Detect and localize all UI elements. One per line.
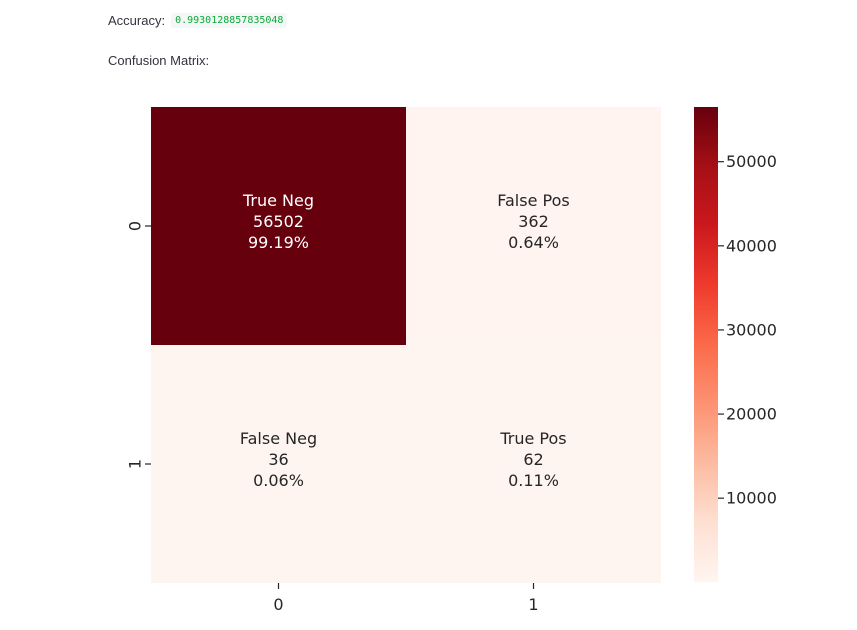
cell-label-r0-c1-line0: False Pos <box>497 191 569 210</box>
cell-label-r1-c1-line1: 62 <box>523 450 543 469</box>
colorbar-gradient <box>694 107 718 582</box>
colorbar: 10000 20000 30000 40000 50000 <box>694 107 777 582</box>
cell-label-r0-c0-line0: True Neg <box>242 191 314 210</box>
cell-label-r0-c0-line1: 56502 <box>253 212 304 231</box>
y-tick-label-0: 0 <box>126 221 145 231</box>
cell-label-r1-c1-line0: True Pos <box>499 429 566 448</box>
cell-label-r1-c1-line2: 0.11% <box>508 471 559 490</box>
colorbar-tick-label-3: 40000 <box>726 236 777 255</box>
cell-label-r0-c1-line1: 362 <box>518 212 549 231</box>
cell-label-r0-c1-line2: 0.64% <box>508 233 559 252</box>
y-tick-label-1: 1 <box>126 459 145 469</box>
cell-label-r1-c0-line0: False Neg <box>240 429 317 448</box>
x-tick-label-0: 0 <box>273 595 283 614</box>
colorbar-tick-label-0: 10000 <box>726 489 777 508</box>
cell-label-r1-c0-line2: 0.06% <box>253 471 304 490</box>
cell-label-r1-c0-line1: 36 <box>268 450 288 469</box>
heatmap-cells <box>151 107 661 583</box>
x-tick-label-1: 1 <box>528 595 538 614</box>
colorbar-tick-label-2: 30000 <box>726 320 777 339</box>
colorbar-tick-label-1: 20000 <box>726 405 777 424</box>
cell-label-r0-c0-line2: 99.19% <box>248 233 309 252</box>
colorbar-tick-label-4: 50000 <box>726 152 777 171</box>
